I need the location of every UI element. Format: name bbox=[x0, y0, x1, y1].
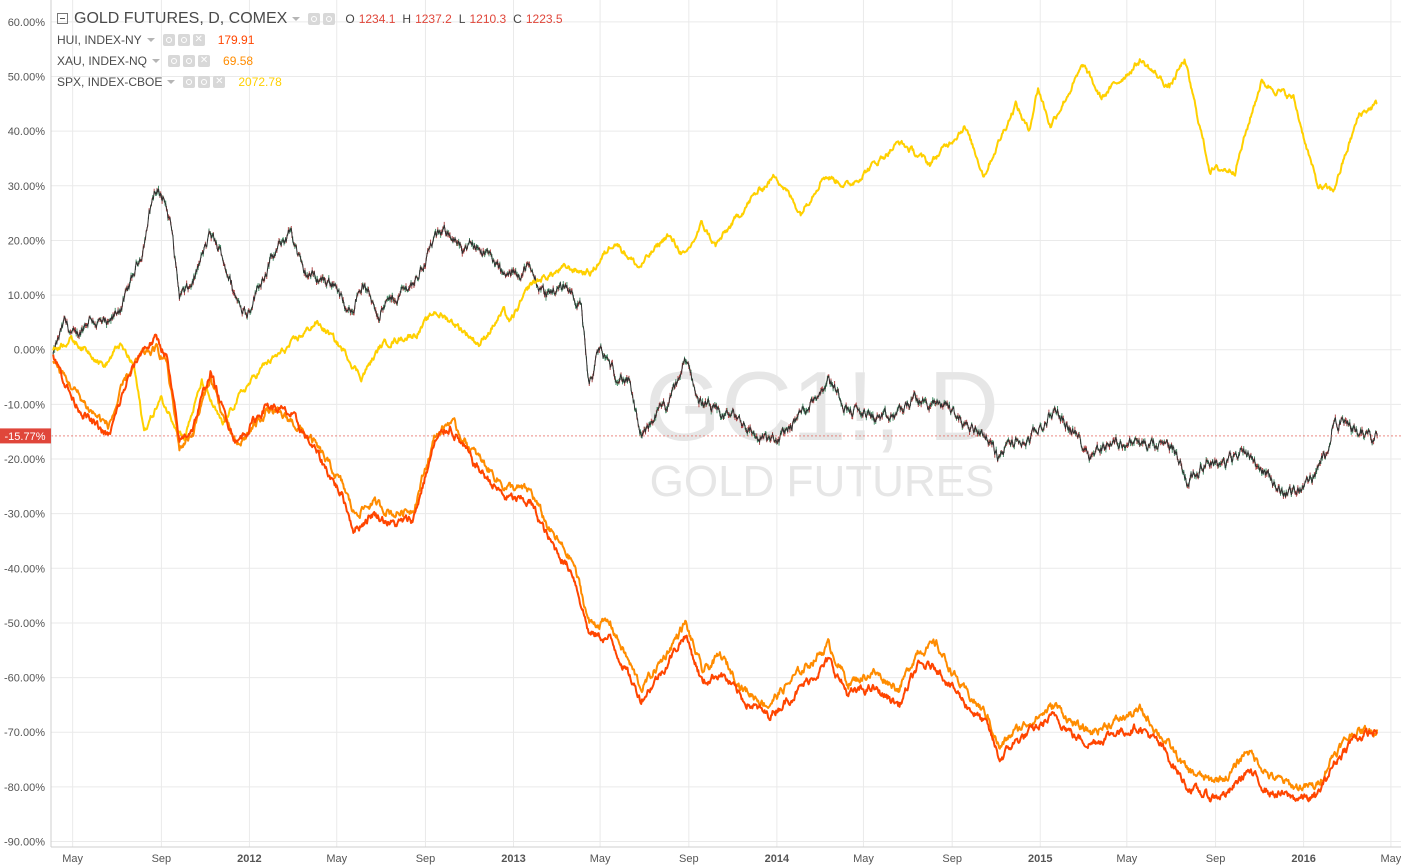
x-tick-label: May bbox=[1116, 853, 1137, 865]
x-tick-label: May bbox=[590, 853, 611, 865]
legend-series-row-hui: HUI, INDEX-NY ✕ 179.91 bbox=[57, 29, 563, 50]
gear-icon[interactable] bbox=[177, 33, 190, 46]
eye-icon[interactable] bbox=[183, 75, 196, 88]
x-tick-label: Sep bbox=[942, 853, 962, 865]
series-line bbox=[52, 333, 1379, 803]
x-tick-label: May bbox=[853, 853, 874, 865]
axis-frame bbox=[50, 0, 1401, 848]
eye-icon[interactable] bbox=[162, 33, 175, 46]
price-tag-bg bbox=[0, 428, 51, 444]
y-tick-label: -20.00% bbox=[4, 454, 45, 466]
x-axis[interactable]: May Sep 2012 May Sep 2013 May Sep 2014 May Sep 2015… bbox=[62, 853, 1401, 865]
high-value: 1237.2 bbox=[415, 11, 452, 26]
y-tick-label: 60.00% bbox=[8, 17, 46, 29]
x-tick-label: Sep bbox=[152, 853, 172, 865]
open-label: O bbox=[345, 11, 355, 26]
series-line bbox=[52, 342, 1379, 792]
x-tick-label: 2015 bbox=[1028, 853, 1052, 865]
collapse-icon[interactable] bbox=[57, 13, 68, 24]
price-tag: -15.77% bbox=[0, 428, 51, 444]
close-label: C bbox=[513, 11, 522, 26]
price-tag-text: -15.77% bbox=[5, 431, 46, 443]
legend-series-row-xau: XAU, INDEX-NQ ✕ 69.58 bbox=[57, 50, 563, 71]
series-value-spx: 2072.78 bbox=[238, 74, 282, 89]
series-hui-index-ny[interactable] bbox=[52, 333, 1379, 803]
chevron-down-icon[interactable] bbox=[152, 58, 161, 63]
y-tick-label: 30.00% bbox=[8, 181, 46, 193]
high-label: H bbox=[402, 11, 412, 26]
close-icon[interactable]: ✕ bbox=[192, 33, 205, 46]
legend-main-row: GOLD FUTURES, D, COMEX O 1234.1 H 1237.2 L… bbox=[57, 8, 563, 29]
gear-icon[interactable] bbox=[198, 75, 211, 88]
low-value: 1210.3 bbox=[469, 11, 507, 26]
series-name-hui[interactable]: HUI, INDEX-NY bbox=[57, 32, 142, 47]
series-gold-futures[interactable] bbox=[52, 185, 1378, 499]
series-xau-index-nq[interactable] bbox=[52, 342, 1379, 792]
legend-series-row-spx: SPX, INDEX-CBOE ✕ 2072.78 bbox=[57, 71, 563, 92]
y-tick-label: 20.00% bbox=[8, 235, 46, 247]
x-tick-label: May bbox=[1381, 853, 1401, 865]
x-tick-label: Sep bbox=[416, 853, 436, 865]
legend: GOLD FUTURES, D, COMEX O 1234.1 H 1237.2 L… bbox=[57, 8, 563, 92]
chevron-down-icon[interactable] bbox=[167, 79, 176, 84]
y-tick-label: -10.00% bbox=[4, 399, 45, 411]
y-tick-label: -30.00% bbox=[4, 509, 45, 521]
y-tick-label: -70.00% bbox=[4, 727, 45, 739]
x-tick-label: 2014 bbox=[765, 853, 790, 865]
y-tick-label: 40.00% bbox=[8, 126, 46, 138]
x-tick-label: 2012 bbox=[237, 853, 261, 865]
series-layer bbox=[52, 58, 1379, 803]
y-axis[interactable]: 60.00% 50.00% 40.00% 30.00% 20.00% 10.00% 0.00… bbox=[4, 17, 45, 849]
y-tick-label: 50.00% bbox=[8, 72, 46, 84]
watermark-name: GOLD FUTURES bbox=[650, 457, 995, 506]
series-value-xau: 69.58 bbox=[223, 53, 254, 68]
eye-icon[interactable] bbox=[308, 12, 321, 25]
watermark-symbol: GC1!, D bbox=[645, 351, 999, 461]
y-tick-label: -60.00% bbox=[4, 673, 45, 685]
x-tick-label: Sep bbox=[1206, 853, 1226, 865]
chevron-down-icon[interactable] bbox=[146, 37, 155, 42]
gear-icon[interactable] bbox=[183, 54, 196, 67]
eye-icon[interactable] bbox=[168, 54, 181, 67]
y-tick-label: -40.00% bbox=[4, 563, 45, 575]
y-tick-label: -90.00% bbox=[4, 837, 45, 849]
series-spx-index-cboe[interactable] bbox=[52, 58, 1378, 442]
series-name-spx[interactable]: SPX, INDEX-CBOE bbox=[57, 74, 163, 89]
x-tick-label: Sep bbox=[679, 853, 699, 865]
main-symbol-title[interactable]: GOLD FUTURES, D, COMEX bbox=[74, 9, 288, 27]
y-tick-label: 0.00% bbox=[14, 345, 45, 357]
series-name-xau[interactable]: XAU, INDEX-NQ bbox=[57, 53, 148, 68]
series-line bbox=[52, 58, 1378, 442]
gear-icon[interactable] bbox=[323, 12, 336, 25]
open-value: 1234.1 bbox=[358, 11, 396, 26]
x-tick-label: May bbox=[62, 853, 83, 865]
close-icon[interactable]: ✕ bbox=[198, 54, 211, 67]
y-tick-label: 10.00% bbox=[8, 290, 46, 302]
series-value-hui: 179.91 bbox=[217, 32, 255, 47]
close-icon[interactable]: ✕ bbox=[213, 75, 226, 88]
close-value: 1223.5 bbox=[525, 11, 563, 26]
x-tick-label: 2013 bbox=[501, 853, 525, 865]
chevron-down-icon[interactable] bbox=[292, 16, 301, 21]
low-label: L bbox=[458, 11, 466, 26]
x-tick-label: May bbox=[326, 853, 347, 865]
watermark: GC1!, D GOLD FUTURES bbox=[645, 351, 999, 506]
y-tick-label: -50.00% bbox=[4, 618, 45, 630]
x-tick-label: 2016 bbox=[1291, 853, 1315, 865]
series-line bbox=[52, 188, 1378, 498]
y-tick-label: -80.00% bbox=[4, 782, 45, 794]
